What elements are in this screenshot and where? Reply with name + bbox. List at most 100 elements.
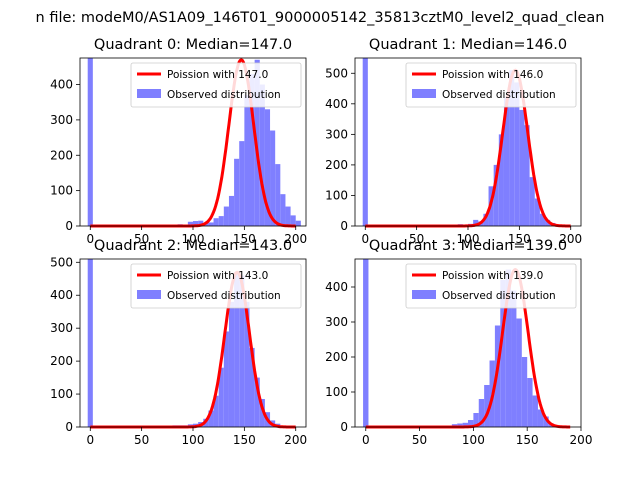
y-tick-label: 0 (65, 219, 73, 233)
subplot-grid: 0 50 100 150 200 0 100 200 300 400 Quadrant 0: Med… (50, 37, 592, 447)
legend: Poission with 139.0 Observed distribution (405, 263, 577, 309)
x-tick-label: 50 (409, 232, 424, 246)
histogram-bar (234, 158, 240, 226)
y-tick-label: 500 (325, 66, 348, 80)
histogram-bar (285, 206, 291, 226)
histogram-bar (468, 420, 474, 427)
histogram-bar (239, 141, 245, 226)
histogram-bar (213, 218, 219, 226)
histogram-bar (514, 82, 520, 226)
histogram-bar (193, 221, 199, 226)
histogram-bar (254, 377, 260, 427)
legend-label: Observed distribution (442, 290, 556, 302)
histogram-bar (239, 275, 245, 427)
histogram-bar (457, 423, 463, 427)
quadrant-0-title: Quadrant 0: Median=147.0 (94, 37, 292, 53)
y-tick-label: 0 (65, 420, 73, 434)
legend-label: Poission with 139.0 (442, 270, 543, 282)
y-tick-label: 400 (325, 97, 348, 111)
y-tick-label: 200 (50, 354, 73, 368)
histogram-bar (529, 177, 535, 226)
y-tick-label: 200 (325, 158, 348, 172)
y-tick-label: 300 (50, 321, 73, 335)
histogram-bar (498, 134, 504, 226)
histogram-bar (516, 318, 522, 427)
histogram-bar (208, 410, 214, 427)
quadrant-3-title: Quadrant 3: Median=139.0 (369, 238, 567, 254)
x-tick-label: 100 (182, 433, 205, 447)
histogram-bar (521, 357, 528, 427)
legend: Poission with 146.0 Observed distribution (405, 62, 577, 108)
histogram-bar (509, 70, 515, 226)
histogram-bar (527, 378, 533, 427)
y-tick-label: 200 (325, 350, 348, 364)
histogram-bar (249, 347, 255, 427)
histogram-bar (473, 413, 479, 427)
histogram-bar (213, 395, 219, 427)
legend-box (405, 263, 577, 309)
histogram-bar (223, 331, 229, 427)
legend-label: Observed distribution (167, 290, 281, 302)
zero-count-spike-bar (362, 58, 368, 226)
x-tick-label: 150 (508, 232, 531, 246)
histogram-bar (539, 213, 546, 226)
histogram-bar (244, 301, 250, 427)
histogram-bar (519, 109, 525, 226)
x-tick-label: 200 (284, 433, 307, 447)
histogram-bar (500, 280, 506, 427)
x-tick-label: 200 (284, 232, 307, 246)
legend-patch-swatch (137, 290, 161, 299)
histogram-bar (537, 409, 544, 427)
x-tick-label: 0 (86, 232, 94, 246)
zero-count-spike-bar (87, 58, 93, 226)
legend-box (130, 263, 302, 309)
histogram-bar (503, 97, 510, 226)
y-tick-label: 400 (325, 280, 348, 294)
histogram-bar (244, 95, 250, 226)
histogram-bar (532, 395, 538, 427)
histogram-bar (218, 216, 224, 226)
y-tick-label: 500 (50, 255, 73, 269)
y-tick-label: 300 (325, 315, 348, 329)
x-tick-label: 150 (233, 232, 256, 246)
zero-count-spike-bar (363, 259, 369, 427)
x-tick-label: 150 (516, 433, 539, 447)
x-tick-label: 0 (362, 433, 370, 447)
quadrant-2-title: Quadrant 2: Median=143.0 (94, 238, 292, 254)
histogram-bar (462, 422, 468, 427)
x-tick-label: 100 (462, 433, 485, 447)
quadrant-1-title: Quadrant 1: Median=146.0 (369, 37, 567, 53)
figure-suptitle: n file: modeM0/AS1A09_146T01_9000005142_… (36, 10, 605, 26)
histogram-bar (543, 416, 549, 427)
histogram-bar (234, 272, 240, 427)
histogram-bar (493, 164, 499, 226)
histogram-bar (218, 367, 224, 427)
y-tick-label: 100 (325, 188, 348, 202)
histogram-bar (483, 213, 489, 226)
y-tick-label: 100 (50, 184, 73, 198)
legend-patch-swatch (412, 89, 436, 98)
x-tick-label: 200 (570, 433, 593, 447)
legend-label: Poission with 146.0 (442, 69, 543, 81)
histogram-bar (259, 399, 265, 427)
histogram-bar (249, 73, 255, 226)
legend: Poission with 147.0 Observed distribution (130, 62, 302, 108)
quadrant-1-panel: 0 50 100 150 200 0 100 200 300 400 500 Quadrant 1: … (325, 37, 582, 246)
y-tick-label: 200 (50, 148, 73, 162)
histogram-bar (545, 219, 551, 226)
histogram-bar (524, 125, 530, 226)
histogram-bar (198, 220, 204, 226)
histogram-bar (534, 198, 540, 226)
histogram-bar (473, 219, 479, 226)
quadrant-3-panel: 0 50 100 150 200 0 100 200 300 400 Quadrant 3: Med… (325, 238, 592, 447)
y-tick-label: 400 (50, 288, 73, 302)
y-tick-label: 0 (340, 420, 348, 434)
x-tick-label: 0 (86, 433, 94, 447)
histogram-bar (208, 222, 214, 226)
x-tick-label: 50 (134, 433, 149, 447)
histogram-bar (290, 215, 296, 226)
y-tick-label: 300 (50, 113, 73, 127)
quadrant-0-panel: 0 50 100 150 200 0 100 200 300 400 Quadrant 0: Med… (50, 37, 307, 246)
histogram-bar (505, 269, 512, 427)
